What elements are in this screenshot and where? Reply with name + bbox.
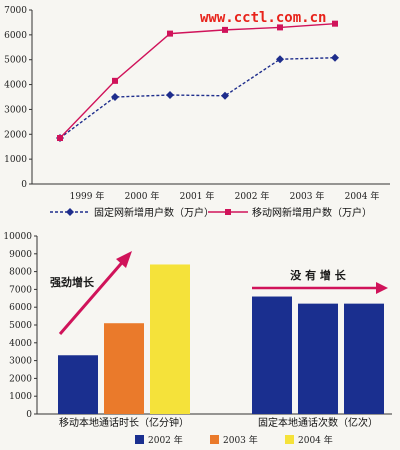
- legend-swatch: [210, 435, 219, 444]
- series-line: [59, 57, 336, 139]
- data-point: [57, 135, 63, 142]
- legend-marker: [225, 209, 231, 215]
- data-point: [111, 93, 119, 101]
- legend-label: 2002 年: [148, 434, 183, 446]
- y-tick-label: 1000: [9, 392, 32, 402]
- y-tick-label: 3000: [4, 105, 27, 115]
- group-label: 固定本地通话次数（亿次）: [258, 416, 378, 429]
- y-tick-label: 6000: [9, 303, 32, 313]
- x-tick-label: 2002 年: [235, 190, 270, 202]
- x-tick-label: 1999 年: [70, 190, 105, 202]
- y-tick-label: 2000: [9, 374, 32, 384]
- bar: [150, 264, 190, 414]
- legend-label: 移动网新增用户数（万户）: [252, 206, 372, 219]
- bar: [58, 355, 98, 414]
- annotation-text: 没 有 增 长: [290, 268, 346, 282]
- flat-arrow-head: [376, 282, 388, 294]
- y-tick-label: 4000: [4, 81, 27, 91]
- data-point: [221, 91, 229, 100]
- bar: [344, 303, 384, 414]
- group-label: 移动本地通话时长（亿分钟）: [59, 416, 189, 429]
- y-tick-label: 0: [21, 180, 27, 190]
- annotation-text: 强劲增长: [50, 275, 95, 289]
- growth-arrow-head: [116, 251, 132, 268]
- watermark-text: www.cctl.com.cn: [200, 10, 326, 26]
- x-tick-label: 2004 年: [345, 190, 380, 202]
- y-tick-label: 5000: [9, 321, 32, 331]
- bar: [104, 323, 144, 414]
- series-line: [59, 22, 336, 139]
- legend-swatch: [285, 435, 294, 444]
- y-tick-label: 1000: [4, 155, 27, 165]
- y-tick-label: 10000: [3, 232, 32, 242]
- bar: [298, 303, 338, 414]
- y-tick-label: 8000: [9, 268, 32, 278]
- y-tick-label: 6000: [4, 31, 27, 41]
- legend-label: 固定网新增用户数（万户）: [94, 206, 214, 219]
- y-tick-label: 7000: [9, 285, 32, 295]
- x-tick-label: 2001 年: [180, 190, 215, 202]
- x-tick-label: 2000 年: [125, 190, 160, 202]
- x-tick-label: 2003 年: [290, 190, 325, 202]
- legend-marker: [66, 208, 74, 216]
- y-tick-label: 4000: [9, 339, 32, 349]
- y-tick-label: 5000: [4, 56, 27, 66]
- data-point: [112, 77, 118, 84]
- data-point: [277, 24, 283, 31]
- legend-label: 2003 年: [223, 434, 258, 446]
- y-tick-label: 9000: [9, 250, 32, 260]
- data-point: [276, 55, 284, 64]
- data-point: [167, 30, 173, 37]
- y-tick-label: 7000: [4, 6, 27, 16]
- bar: [252, 296, 292, 414]
- data-point: [332, 20, 338, 27]
- growth-arrow: [58, 257, 128, 335]
- y-tick-label: 3000: [9, 357, 32, 367]
- y-tick-label: 0: [26, 410, 32, 420]
- legend-swatch: [135, 435, 144, 444]
- data-point: [331, 53, 339, 62]
- legend-label: 2004 年: [298, 434, 333, 446]
- data-point: [166, 91, 174, 100]
- data-point: [222, 26, 228, 33]
- y-tick-label: 2000: [4, 130, 27, 140]
